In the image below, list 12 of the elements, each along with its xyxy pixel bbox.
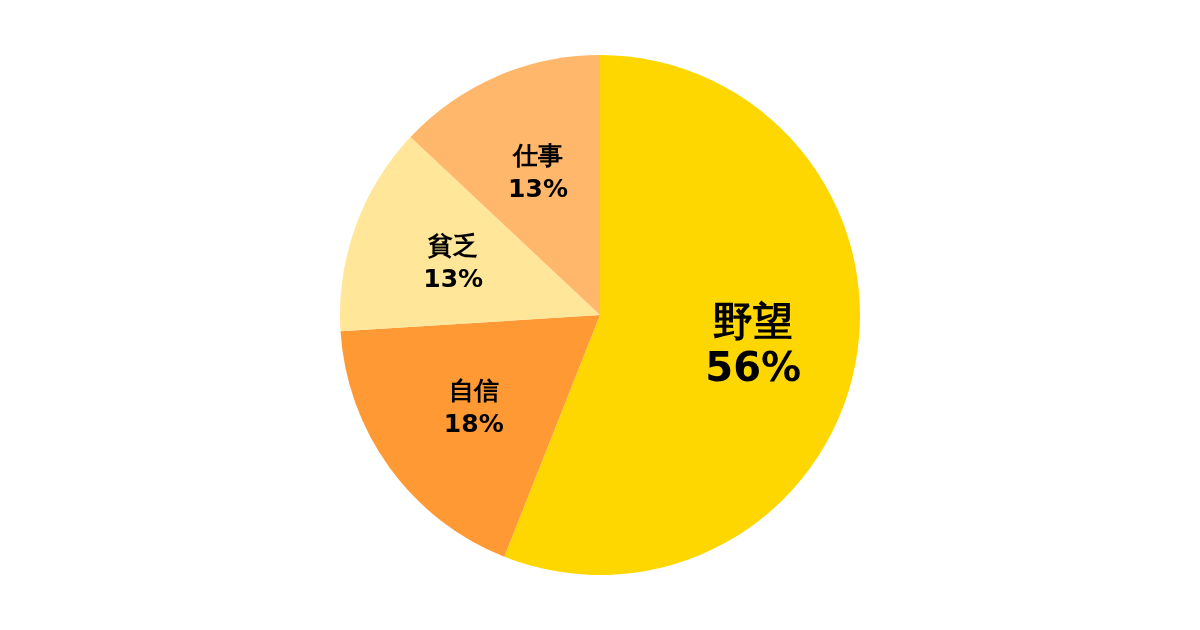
pie-slice bbox=[410, 55, 600, 315]
slice-label: 貧乏 bbox=[427, 231, 479, 261]
pie-slice bbox=[340, 315, 600, 557]
data-label: 56% bbox=[705, 344, 802, 391]
data-label: 13% bbox=[508, 173, 568, 203]
data-label: 18% bbox=[443, 408, 504, 438]
pie-slice bbox=[504, 55, 860, 575]
data-label: 13% bbox=[423, 264, 484, 294]
pie-slice bbox=[340, 137, 600, 332]
slice-label: 仕事 bbox=[512, 140, 564, 170]
slice-label: 野望 bbox=[713, 298, 794, 345]
slice-label: 自信 bbox=[448, 375, 499, 405]
